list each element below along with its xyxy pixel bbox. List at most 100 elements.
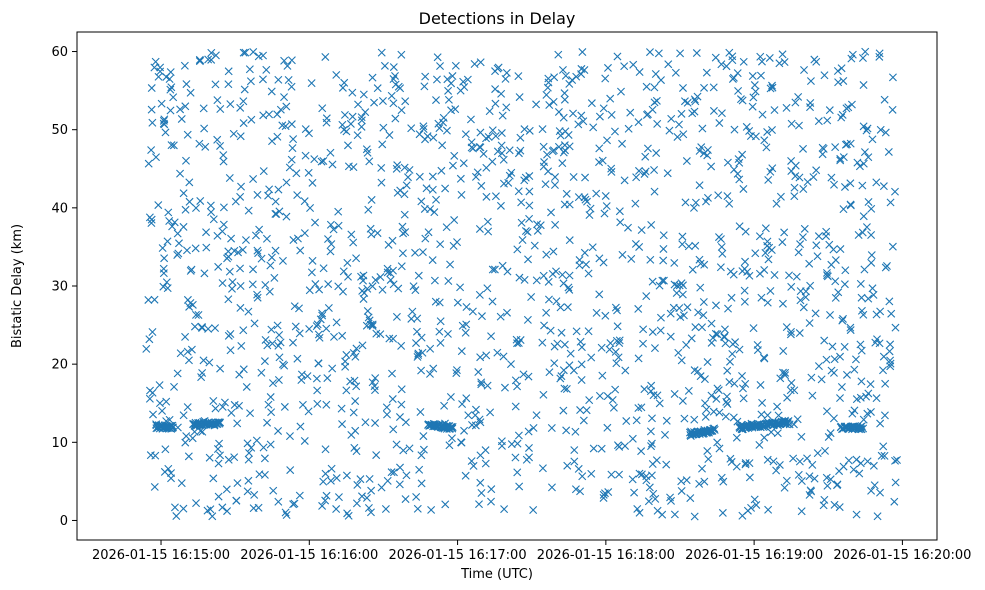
detection-marker <box>281 508 290 517</box>
detection-marker <box>362 145 371 154</box>
detection-marker <box>866 380 875 389</box>
detection-marker <box>417 479 426 488</box>
detection-marker <box>678 290 687 299</box>
detection-marker <box>200 124 209 133</box>
detection-marker <box>239 48 248 57</box>
detection-marker <box>864 153 873 162</box>
detection-marker <box>648 327 657 336</box>
detection-marker <box>599 490 608 499</box>
detection-marker <box>736 95 745 104</box>
detection-marker <box>565 361 574 370</box>
detection-marker <box>756 380 765 389</box>
detection-marker <box>606 339 615 348</box>
detection-marker <box>720 325 729 334</box>
detection-marker <box>532 100 541 109</box>
detection-marker <box>436 317 445 326</box>
detection-marker <box>831 256 840 265</box>
detection-marker <box>392 440 401 449</box>
detection-marker <box>148 118 157 127</box>
detection-marker <box>450 216 459 225</box>
detection-marker <box>388 395 397 404</box>
detection-marker <box>287 120 296 129</box>
detection-marker <box>249 48 258 56</box>
detection-marker <box>565 200 574 209</box>
detection-marker <box>278 256 287 265</box>
detection-marker <box>707 338 716 347</box>
detection-marker <box>334 282 343 291</box>
detection-marker <box>482 192 491 201</box>
detection-marker <box>150 482 159 491</box>
detection-marker <box>533 226 542 235</box>
detection-marker <box>187 345 196 354</box>
detection-marker <box>853 158 862 167</box>
detection-marker <box>599 104 608 113</box>
detection-marker <box>354 100 363 109</box>
detection-marker <box>236 264 245 273</box>
detection-marker <box>890 497 899 506</box>
detection-marker <box>506 360 515 369</box>
detection-marker <box>556 303 565 312</box>
detection-marker <box>505 171 514 180</box>
detection-marker <box>308 178 317 187</box>
detection-marker <box>797 432 806 441</box>
detection-marker <box>353 131 362 140</box>
detection-marker <box>601 191 610 200</box>
detection-marker <box>343 258 352 267</box>
detection-marker <box>396 463 404 472</box>
detection-marker <box>395 480 404 489</box>
detection-marker <box>502 68 511 77</box>
detection-marker <box>265 110 274 119</box>
detection-marker <box>351 352 360 361</box>
detection-marker <box>717 242 726 251</box>
detection-marker <box>846 323 855 332</box>
detection-marker <box>233 479 242 488</box>
detection-marker <box>226 346 235 355</box>
detection-marker <box>319 156 328 165</box>
detection-marker <box>764 505 773 514</box>
detection-marker <box>438 141 447 150</box>
detection-marker <box>289 135 298 144</box>
detection-marker <box>218 279 227 288</box>
detection-marker <box>484 227 493 236</box>
detection-marker <box>224 67 233 76</box>
detection-marker <box>224 80 233 89</box>
detection-marker <box>179 222 188 231</box>
detection-marker <box>760 433 769 442</box>
detection-marker <box>618 250 627 259</box>
detection-marker <box>367 195 376 204</box>
detection-marker <box>211 324 220 333</box>
detection-marker <box>723 192 732 201</box>
detection-marker <box>711 53 720 62</box>
detection-marker <box>520 125 529 134</box>
detection-marker <box>637 447 646 456</box>
detection-marker <box>177 479 186 488</box>
detection-marker <box>565 79 574 88</box>
detection-marker <box>251 231 260 240</box>
detection-marker <box>758 398 767 407</box>
detection-marker <box>660 430 669 439</box>
detection-marker <box>723 366 732 375</box>
detection-marker <box>347 230 356 239</box>
detection-marker <box>723 399 732 408</box>
detection-marker <box>275 330 284 339</box>
detection-marker <box>295 304 304 313</box>
detection-marker <box>639 339 648 348</box>
detection-marker <box>556 131 565 140</box>
detection-marker <box>503 308 512 317</box>
detection-marker <box>436 240 445 249</box>
detection-marker <box>207 48 216 57</box>
detection-marker <box>879 182 888 191</box>
detection-marker <box>820 71 829 80</box>
detection-marker <box>327 240 336 249</box>
detection-marker <box>850 406 859 415</box>
detection-marker <box>542 250 551 259</box>
detection-marker <box>220 398 229 407</box>
detection-marker <box>332 318 341 327</box>
detection-marker <box>693 92 702 101</box>
detection-marker <box>379 123 388 132</box>
detection-marker <box>274 497 283 506</box>
detection-marker <box>653 506 662 515</box>
detection-marker <box>542 90 551 99</box>
detection-marker <box>183 347 192 356</box>
detection-marker <box>735 175 744 184</box>
